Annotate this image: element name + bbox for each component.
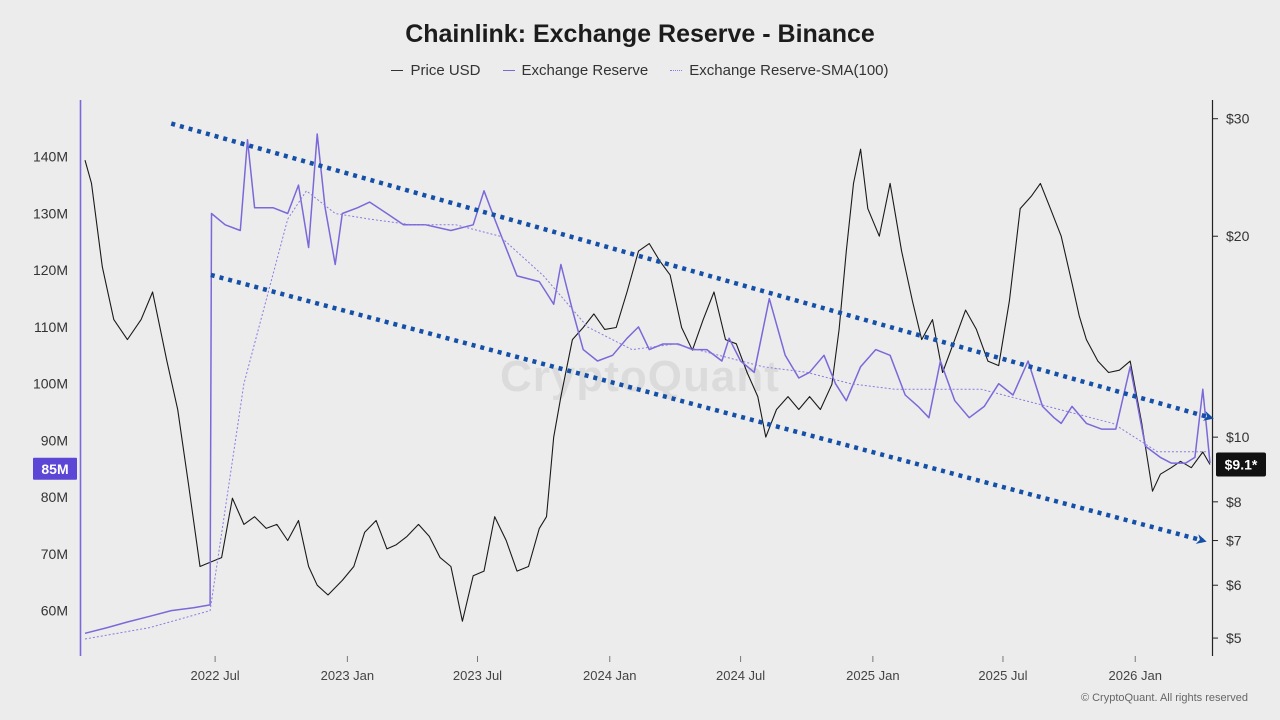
annotations-layer — [170, 121, 1214, 544]
legend-label-price: Price USD — [410, 62, 481, 79]
x-tick-label: 2023 Jan — [321, 668, 375, 683]
right-tick-label: $7 — [1226, 533, 1242, 549]
left-tick-label: 140M — [33, 149, 68, 165]
legend-item-sma[interactable]: Exchange Reserve-SMA(100) — [670, 62, 889, 79]
right-tick-label: $8 — [1226, 494, 1242, 510]
reserve-value-label: 85M — [41, 461, 68, 477]
right-tick-label: $20 — [1226, 228, 1250, 244]
price-value-badge — [1216, 452, 1266, 477]
series-line-price-usd — [84, 148, 1211, 622]
axes-layer: 60M 70M 80M 90M 100M 110M 120M 130M 140M $5 $6 $7 $8… — [33, 100, 1250, 683]
channel-lower-arrow — [210, 272, 1207, 544]
chart-title: Chainlink: Exchange Reserve - Binance — [405, 20, 875, 48]
legend-swatch-sma — [670, 70, 683, 71]
legend-swatch-reserve — [502, 70, 515, 71]
series-line-exchange-reserve — [84, 133, 1211, 635]
legend-item-price[interactable]: Price USD — [391, 62, 481, 79]
right-tick-label: $30 — [1226, 111, 1250, 127]
left-tick-label: 100M — [33, 376, 68, 392]
right-tick-label: $10 — [1226, 429, 1250, 445]
x-tick-label: 2025 Jan — [846, 668, 900, 683]
series-line-exchange-reserve-sma-100 — [84, 190, 1210, 640]
x-tick-label: 2022 Jul — [191, 668, 240, 683]
left-tick-label: 70M — [41, 546, 68, 562]
badges-layer: 85M $9.1* — [33, 452, 1266, 480]
right-tick-label: $5 — [1226, 630, 1242, 646]
legend: Price USD Exchange Reserve Exchange Rese… — [0, 62, 1280, 79]
series-layer — [84, 133, 1211, 640]
legend-label-reserve: Exchange Reserve — [521, 62, 649, 79]
x-tick-label: 2026 Jan — [1108, 668, 1162, 683]
price-value-label: $9.1* — [1225, 456, 1258, 472]
x-tick-label: 2024 Jul — [716, 668, 765, 683]
reserve-value-badge — [33, 457, 77, 480]
x-tick-label: 2025 Jul — [978, 668, 1027, 683]
left-tick-label: 80M — [41, 489, 68, 505]
legend-swatch-price — [391, 70, 404, 71]
legend-label-sma: Exchange Reserve-SMA(100) — [689, 62, 889, 79]
left-tick-label: 90M — [41, 432, 68, 448]
legend-item-reserve[interactable]: Exchange Reserve — [502, 62, 649, 79]
x-tick-label: 2024 Jan — [583, 668, 637, 683]
left-tick-label: 60M — [41, 603, 68, 619]
watermark: CryptoQuant — [500, 352, 780, 401]
right-tick-label: $6 — [1226, 577, 1242, 593]
left-tick-label: 110M — [34, 319, 68, 335]
left-tick-label: 120M — [33, 262, 68, 278]
x-tick-label: 2023 Jul — [453, 668, 502, 683]
copyright-text: © CryptoQuant. All rights reserved — [1080, 692, 1248, 704]
channel-upper-arrow — [170, 121, 1214, 421]
left-tick-label: 130M — [33, 205, 68, 221]
